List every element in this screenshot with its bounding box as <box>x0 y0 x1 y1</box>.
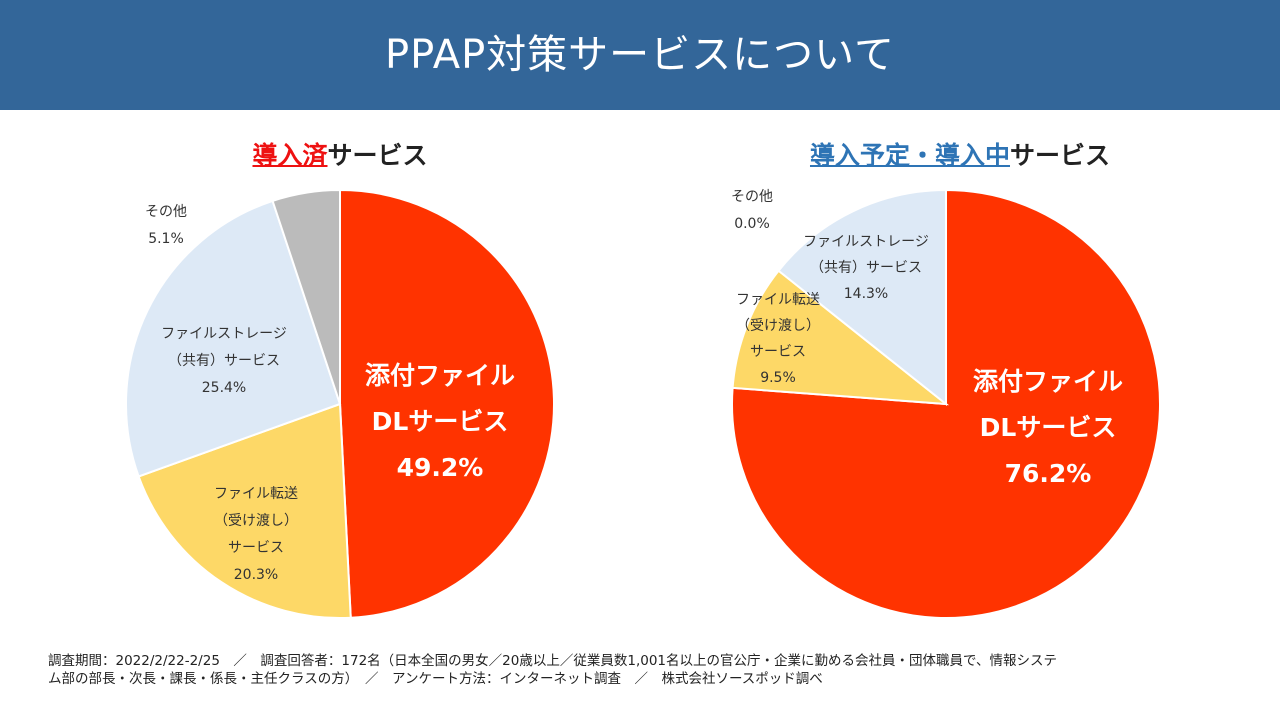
data-label-value: 0.0% <box>734 216 770 232</box>
chart-title-highlight: 導入予定・導入中 <box>809 141 1010 170</box>
data-label-text: （受け渡し） <box>736 318 820 334</box>
data-label-text: サービス <box>750 344 806 360</box>
data-label-value: 5.1% <box>148 231 184 247</box>
footnote-line-1: 調査期間：2022/2/22-2/25 ／ 調査回答者：172名（日本全国の男女… <box>48 653 1057 669</box>
data-label-text: DLサービス <box>372 407 509 436</box>
label-other: その他 5.1% <box>145 204 187 247</box>
data-label-text: ファイルストレージ <box>803 234 929 250</box>
slice-file-storage <box>125 199 342 478</box>
slice-file-storage <box>777 188 947 407</box>
data-label-text: ファイルストレージ <box>161 326 287 342</box>
label-file-transfer: ファイル転送 （受け渡し） サービス 20.3% <box>214 486 298 583</box>
data-label-value: 20.3% <box>234 567 278 583</box>
label-file-storage: ファイルストレージ （共有）サービス 25.4% <box>161 326 287 396</box>
chart-title-planned: 導入予定・導入中サービス <box>740 136 1180 172</box>
label-file-transfer: ファイル転送 （受け渡し） サービス 9.5% <box>736 292 820 386</box>
data-label-text: サービス <box>228 540 284 556</box>
label-file-storage: ファイルストレージ （共有）サービス 14.3% <box>803 234 929 302</box>
page-title: PPAP対策サービスについて <box>385 32 895 78</box>
data-label-text: ファイル転送 <box>214 486 298 502</box>
data-label-text: （共有）サービス <box>810 260 922 276</box>
data-label-value: 14.3% <box>844 286 888 302</box>
slice-file-transfer <box>731 269 950 406</box>
data-label-text: （受け渡し） <box>214 513 298 529</box>
chart-title-implemented: 導入済サービス <box>140 136 540 172</box>
chart-title-suffix: サービス <box>1010 141 1111 170</box>
label-other: その他 0.0% <box>731 189 773 232</box>
data-label-value: 76.2% <box>1005 459 1092 488</box>
data-label-text: その他 <box>731 189 773 205</box>
chart-title-highlight: 導入済 <box>252 141 328 170</box>
data-label-text: 添付ファイル <box>365 361 515 390</box>
footnote-line-2: ム部の部長・次長・課長・係長・主任クラスの方） ／ アンケート方法：インターネッ… <box>48 671 823 687</box>
slice-other <box>271 188 341 405</box>
header-bar: PPAP対策サービスについて <box>0 0 1280 110</box>
data-label-text: DLサービス <box>980 413 1117 442</box>
label-attachment-dl: 添付ファイル DLサービス 76.2% <box>973 367 1123 488</box>
data-label-text: ファイル転送 <box>736 292 820 308</box>
pie-chart-1: 添付ファイル DLサービス 49.2%ファイル転送（受け渡し）サービス 20.3%ファ… <box>125 188 556 619</box>
data-label-text: （共有）サービス <box>168 353 280 369</box>
label-attachment-dl: 添付ファイル DLサービス 49.2% <box>365 361 515 482</box>
data-label-text: その他 <box>145 204 187 220</box>
pie-chart-2: 添付ファイル DLサービス 76.2%ファイル転送（受け渡し）サービス 9.5%ファイ… <box>731 188 1161 619</box>
chart-title-suffix: サービス <box>327 141 428 170</box>
data-label-value: 49.2% <box>397 453 484 482</box>
slice-attachment-dl <box>339 188 556 619</box>
data-label-text: 添付ファイル <box>973 367 1123 396</box>
data-label-value: 25.4% <box>202 380 246 396</box>
survey-footnote: 調査期間：2022/2/22-2/25 ／ 調査回答者：172名（日本全国の男女… <box>48 652 1238 688</box>
data-label-value: 9.5% <box>760 370 796 386</box>
